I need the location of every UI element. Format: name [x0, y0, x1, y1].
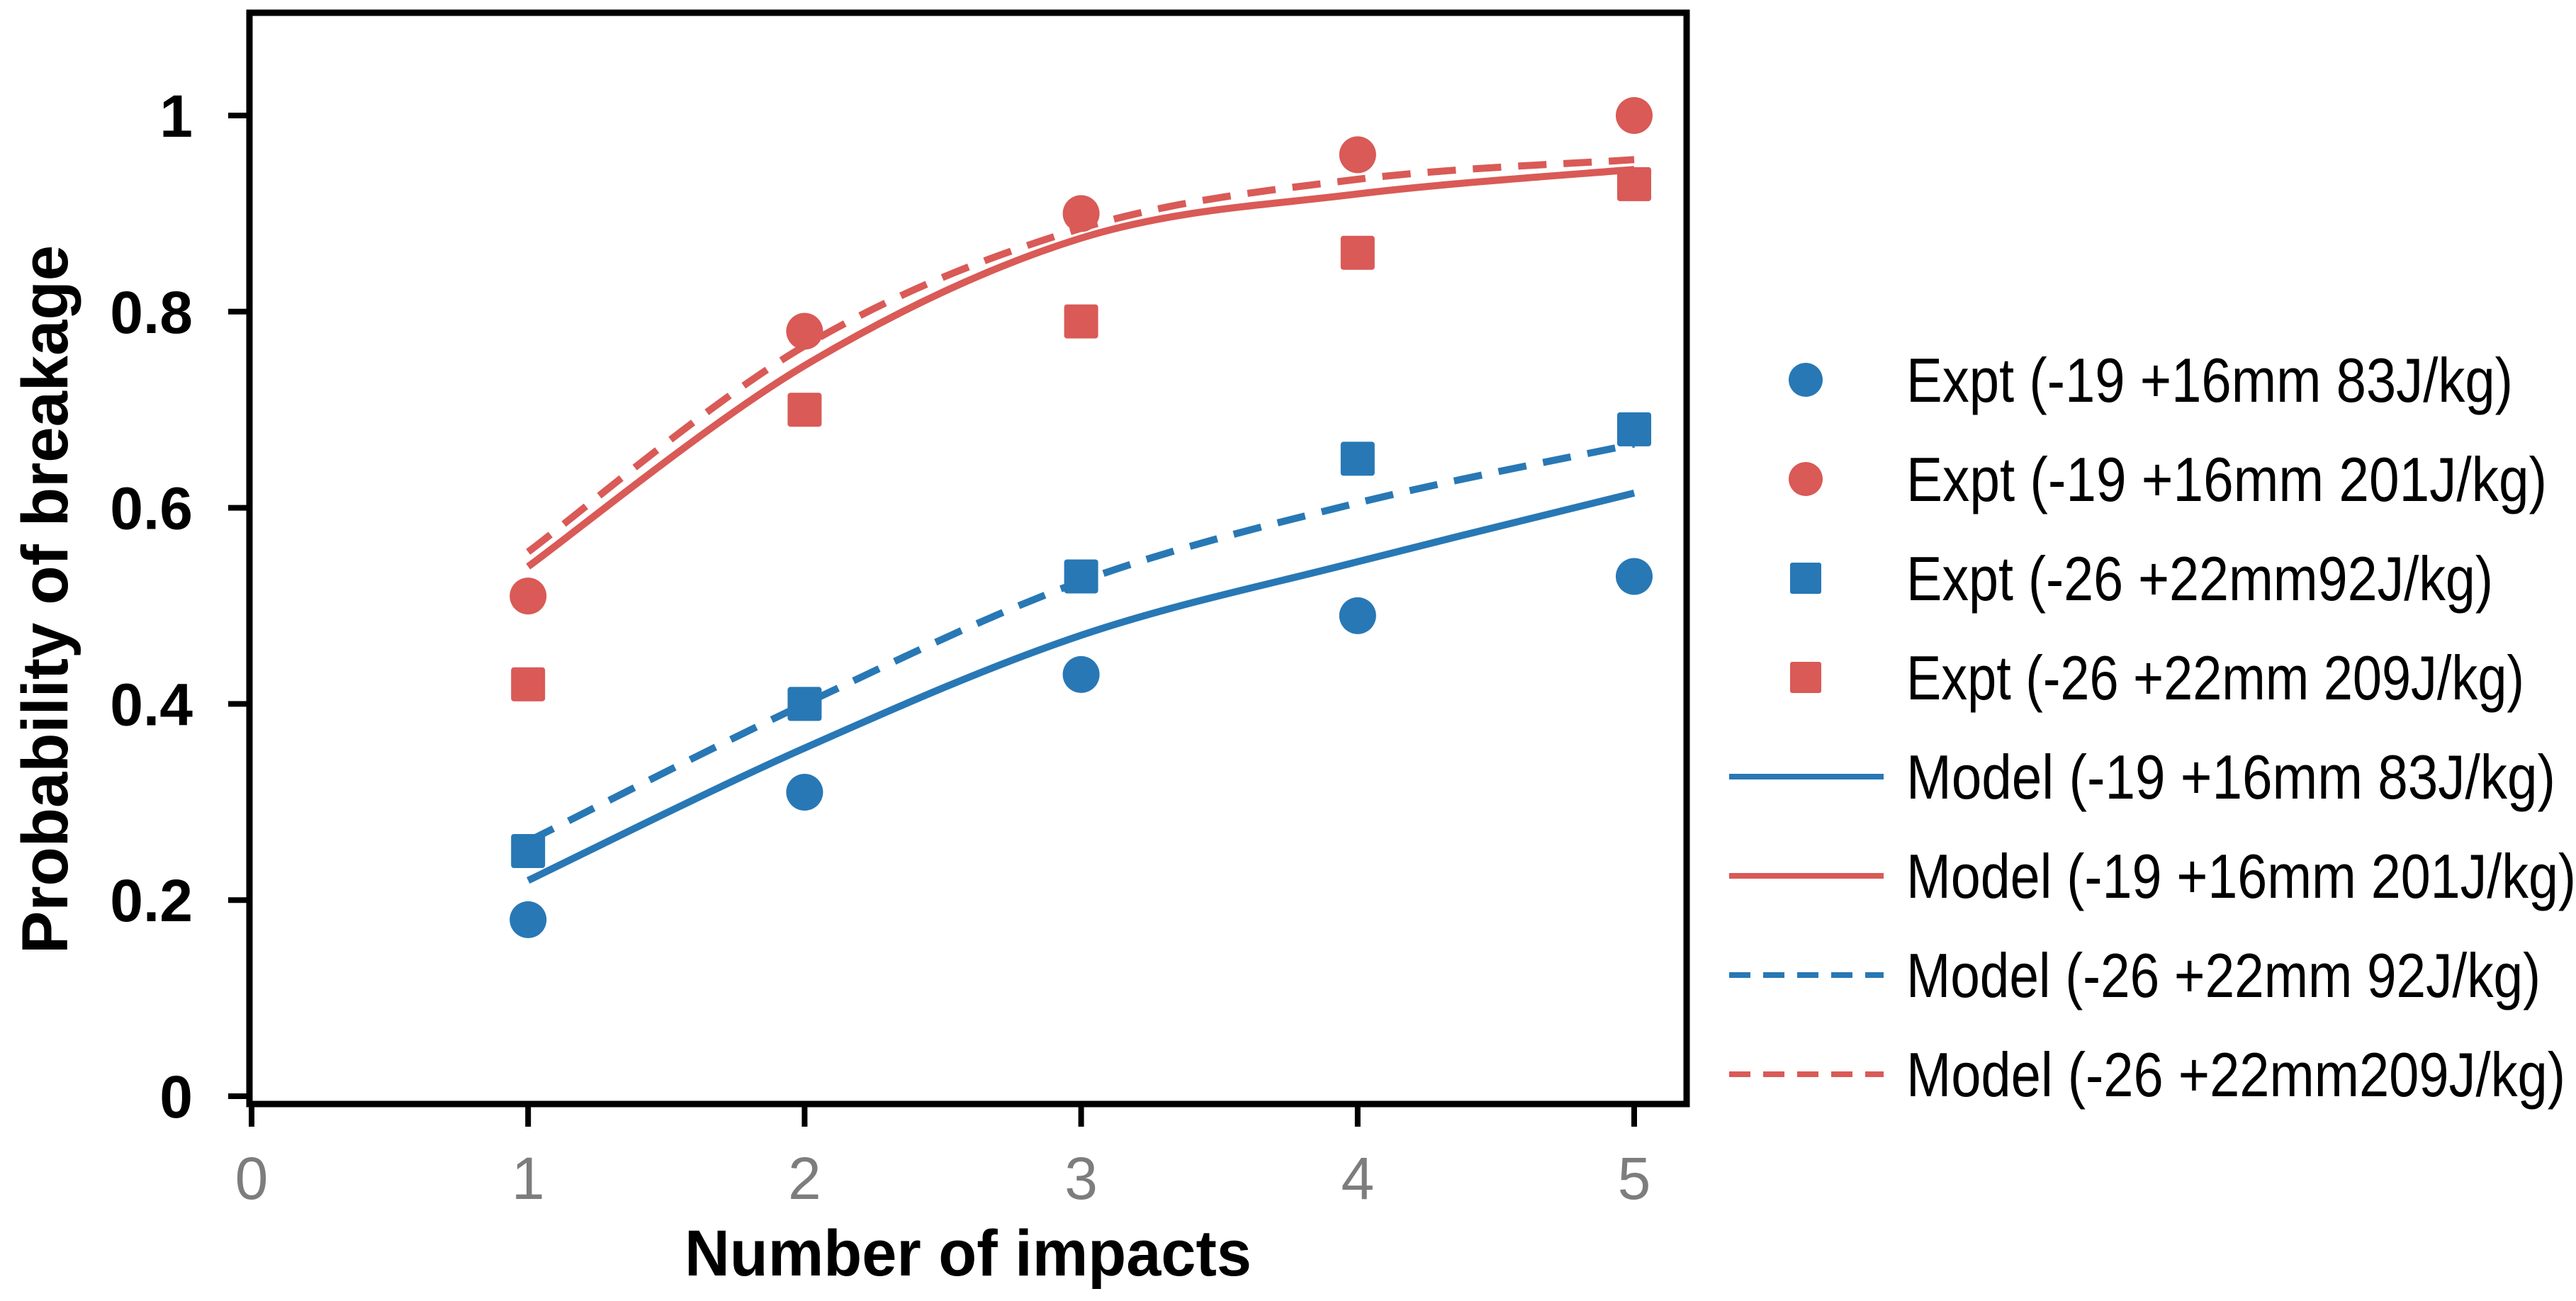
model-curve — [526, 166, 1635, 570]
model-curves — [526, 156, 1636, 884]
x-tick-label: 0 — [235, 1145, 269, 1212]
plot-border — [246, 9, 1690, 1108]
axis-ticks — [228, 113, 1637, 1127]
data-point-square — [511, 667, 546, 702]
legend-marker-circle — [1789, 462, 1823, 496]
y-tick-label: 1 — [159, 83, 193, 150]
data-point-circle — [1062, 655, 1100, 693]
legend-label: Model (-26 +22mm 92J/kg) — [1906, 940, 2541, 1010]
legend-item: Model (-26 +22mm209J/kg) — [1729, 1040, 2565, 1110]
data-point-circle — [786, 312, 823, 350]
data-point-circle — [786, 773, 823, 811]
y-tick-label: 0.2 — [110, 867, 193, 934]
legend-label: Expt (-19 +16mm 201J/kg) — [1906, 444, 2547, 514]
data-point-circle — [510, 901, 547, 938]
data-point-circle — [1339, 597, 1376, 634]
y-tick-label: 0.4 — [110, 671, 193, 738]
x-tick-label: 3 — [1064, 1145, 1098, 1212]
legend-label: Expt (-26 +22mm92J/kg) — [1906, 544, 2493, 614]
data-point-square — [511, 834, 546, 868]
x-tick-label: 4 — [1341, 1145, 1374, 1212]
x-tick-labels: 0 1 2 3 4 5 — [235, 1145, 1651, 1212]
legend-label: Model (-26 +22mm209J/kg) — [1906, 1040, 2565, 1110]
legend-item: Model (-19 +16mm 201J/kg) — [1729, 841, 2576, 911]
model-curve — [526, 156, 1635, 555]
legend-marker-square — [1790, 563, 1821, 594]
data-point-square — [1064, 304, 1098, 339]
data-point-circle — [510, 578, 547, 615]
data-point-circle — [1339, 136, 1376, 174]
legend-label: Expt (-19 +16mm 83J/kg) — [1906, 345, 2513, 415]
x-axis-title: Number of impacts — [685, 1217, 1252, 1290]
legend-label: Expt (-26 +22mm 209J/kg) — [1906, 643, 2524, 713]
y-tick-label: 0 — [159, 1064, 193, 1130]
x-tick-label: 2 — [788, 1145, 821, 1212]
legend: Expt (-19 +16mm 83J/kg) Expt (-19 +16mm 2… — [1729, 345, 2576, 1110]
model-curve — [526, 440, 1636, 845]
y-tick-labels: 0 0.2 0.4 0.6 0.8 1 — [110, 83, 193, 1130]
data-point-circle — [1062, 195, 1100, 232]
y-axis-title: Probability of breakage — [9, 245, 81, 954]
legend-item: Model (-26 +22mm 92J/kg) — [1729, 940, 2541, 1010]
data-point-square — [1617, 167, 1651, 201]
x-tick-label: 1 — [512, 1145, 545, 1212]
legend-label: Model (-19 +16mm 83J/kg) — [1906, 742, 2555, 812]
legend-item: Expt (-26 +22mm 209J/kg) — [1790, 643, 2524, 713]
data-point-square — [1064, 559, 1098, 594]
data-point-square — [1617, 412, 1651, 446]
legend-item: Expt (-19 +16mm 83J/kg) — [1789, 345, 2513, 415]
legend-item: Model (-19 +16mm 83J/kg) — [1729, 742, 2555, 812]
legend-item: Expt (-19 +16mm 201J/kg) — [1789, 444, 2547, 514]
y-tick-label: 0.8 — [110, 279, 193, 346]
legend-item: Expt (-26 +22mm92J/kg) — [1790, 544, 2493, 614]
data-point-square — [787, 393, 822, 427]
data-point-square — [1340, 235, 1375, 270]
data-point-circle — [1616, 97, 1653, 134]
data-point-square — [1340, 441, 1375, 476]
legend-marker-square — [1790, 662, 1821, 693]
model-curve — [527, 489, 1636, 884]
legend-marker-circle — [1789, 363, 1823, 397]
y-tick-label: 0.6 — [110, 475, 193, 542]
data-point-square — [787, 687, 822, 721]
legend-label: Model (-19 +16mm 201J/kg) — [1906, 841, 2576, 911]
data-point-circle — [1616, 558, 1653, 595]
expt-markers — [510, 97, 1653, 938]
x-tick-label: 5 — [1618, 1145, 1651, 1212]
